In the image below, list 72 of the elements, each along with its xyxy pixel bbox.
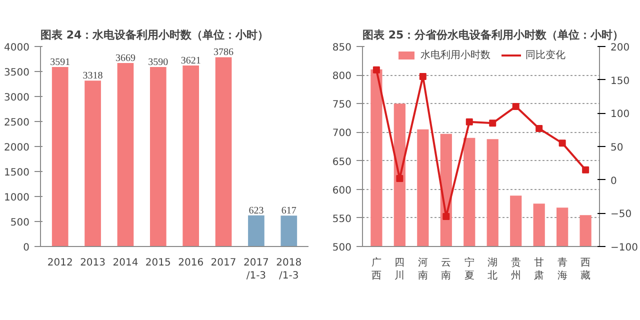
- x-tick-label: 2018 /1-3: [276, 258, 302, 282]
- x-tick-label: 广西: [371, 256, 382, 282]
- y-tick-label: 1000: [4, 192, 30, 204]
- data-label: 3318: [82, 70, 103, 82]
- bar: [182, 65, 200, 246]
- x-tick-label: 四川: [394, 258, 405, 282]
- data-label: 623: [248, 205, 264, 216]
- x-tick-label: 甘肃: [534, 256, 544, 282]
- x-tick-label: 湖北: [488, 256, 498, 282]
- y-tick-label: 600: [332, 185, 352, 196]
- y2-tick-label: 200: [610, 42, 630, 54]
- y-tick-label: 2500: [4, 118, 30, 128]
- y2-tick-label: 100: [610, 109, 630, 120]
- bar: [52, 66, 68, 246]
- y-tick-label: 850: [332, 42, 352, 54]
- y-tick-label: 500: [10, 218, 30, 228]
- x-tick-label: 青海: [557, 256, 568, 282]
- x-tick-label: 2013: [80, 258, 106, 268]
- x-tick-label: 贵州: [510, 256, 521, 282]
- point: [372, 66, 380, 74]
- point: [582, 166, 590, 174]
- chart-title: 图表 25：分省份水电设备利用小时数（单位：小时）: [362, 28, 624, 42]
- bar: [215, 57, 232, 246]
- y2-tick-label: −100: [610, 242, 638, 254]
- point: [512, 103, 520, 110]
- point: [419, 73, 426, 80]
- y2-tick-label: −50: [610, 209, 632, 220]
- point: [536, 125, 543, 132]
- bar: [150, 67, 166, 246]
- legend-label: 同比变化: [526, 48, 566, 62]
- point: [466, 118, 473, 126]
- x-tick-label: 2015: [145, 258, 171, 268]
- point: [489, 120, 496, 127]
- y2-tick-label: 50: [610, 142, 624, 154]
- point: [396, 175, 404, 182]
- x-tick-label: 宁夏: [464, 256, 474, 282]
- data-label: 3786: [214, 47, 234, 58]
- y-tick-label: 1500: [4, 168, 30, 178]
- data-label: 3669: [115, 53, 136, 64]
- y-tick-label: 2000: [4, 142, 30, 154]
- data-label: 617: [281, 206, 296, 217]
- bar: [248, 215, 264, 246]
- y-tick-label: 500: [332, 242, 352, 254]
- y-tick-label: 4000: [4, 42, 30, 54]
- x-tick-label: 云南: [441, 258, 452, 282]
- y-tick-label: 650: [332, 156, 352, 168]
- bar: [117, 63, 134, 246]
- data-label: 3621: [180, 55, 201, 66]
- y-tick-label: 0: [23, 242, 30, 254]
- point: [558, 140, 566, 147]
- y-tick-label: 750: [332, 100, 352, 111]
- chart-title: 图表 24：水电设备利用小时数（单位：小时）: [40, 28, 269, 42]
- x-tick-label: 2012: [47, 258, 73, 268]
- x-tick-label: 2014: [112, 258, 138, 268]
- data-label: 3591: [50, 56, 70, 68]
- x-tick-label: 2017 /1-3: [243, 258, 269, 282]
- y-tick-label: 3500: [4, 68, 30, 78]
- bar: [84, 80, 101, 246]
- x-tick-label: 2017: [210, 258, 236, 268]
- legend-label: 水电利用小时数: [420, 48, 490, 62]
- y2-tick-label: 150: [610, 76, 630, 87]
- x-tick-label: 河南: [418, 256, 428, 282]
- bar: [280, 216, 298, 246]
- data-label: 3590: [148, 57, 168, 68]
- x-tick-label: 2016: [178, 258, 204, 268]
- point: [442, 213, 450, 220]
- y-tick-label: 800: [332, 71, 352, 82]
- y-tick-label: 3000: [4, 92, 30, 104]
- y2-tick-label: 0: [610, 176, 617, 187]
- y-tick-label: 700: [332, 128, 352, 140]
- x-tick-label: 西藏: [580, 258, 591, 282]
- y-tick-label: 550: [332, 214, 352, 225]
